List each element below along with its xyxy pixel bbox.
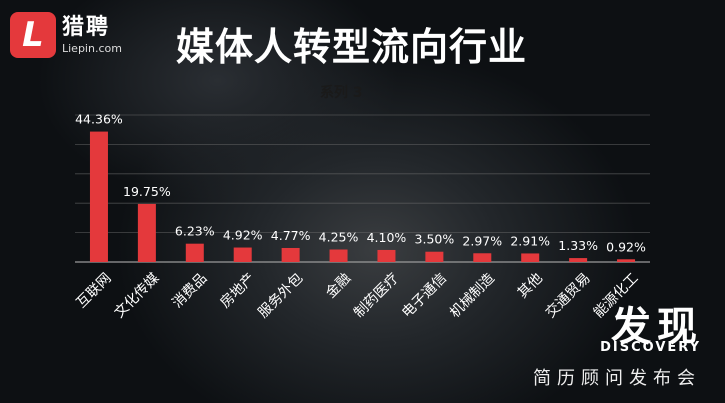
bar (329, 249, 348, 262)
bar (185, 243, 204, 262)
data-label: 2.91% (510, 233, 550, 248)
data-label: 2.97% (462, 233, 502, 248)
category-label: 制药医疗 (351, 270, 402, 321)
bar (377, 249, 396, 262)
category-label: 文化传媒 (112, 270, 163, 321)
category-label: 房地产 (217, 270, 258, 311)
category-label: 消费品 (169, 270, 210, 311)
page-title: 媒体人转型流向行业 (176, 25, 528, 69)
data-label: 3.50% (415, 232, 455, 247)
liepin-logo: L 猎聘 Liepin.com (10, 12, 122, 58)
bar (137, 203, 156, 262)
logo-mark: L (10, 12, 56, 58)
data-label: 0.92% (606, 239, 646, 254)
bar (473, 253, 492, 262)
bar (425, 251, 444, 262)
logo-name-en: Liepin.com (62, 41, 122, 55)
data-label: 4.77% (271, 228, 311, 243)
data-label: 44.36% (75, 112, 123, 127)
data-label: 1.33% (558, 238, 598, 253)
bar (617, 259, 636, 262)
bar (281, 247, 300, 262)
discovery-title: 发现 (611, 304, 703, 350)
discovery-en: DISCOVERY (600, 340, 701, 355)
bar (569, 258, 588, 262)
data-label: 4.25% (319, 230, 359, 245)
category-label: 机械制造 (447, 270, 498, 321)
category-label: 互联网 (74, 270, 115, 311)
series-name: 系列 3 (320, 84, 363, 101)
category-label: 服务外包 (255, 270, 306, 321)
bar (89, 131, 108, 262)
data-label: 6.23% (175, 224, 215, 239)
category-label: 交通贸易 (542, 270, 594, 322)
category-label: 金融 (323, 270, 354, 301)
category-label: 其他 (515, 270, 546, 301)
data-label: 19.75% (123, 184, 171, 199)
logo-name-cn: 猎聘 (62, 14, 111, 40)
data-label: 4.92% (223, 228, 263, 243)
data-label: 4.10% (367, 230, 407, 245)
bar (233, 247, 252, 262)
category-label: 电子通信 (399, 270, 450, 321)
event-subtitle: 简历顾问发布会 (533, 368, 701, 389)
bar (521, 253, 540, 262)
